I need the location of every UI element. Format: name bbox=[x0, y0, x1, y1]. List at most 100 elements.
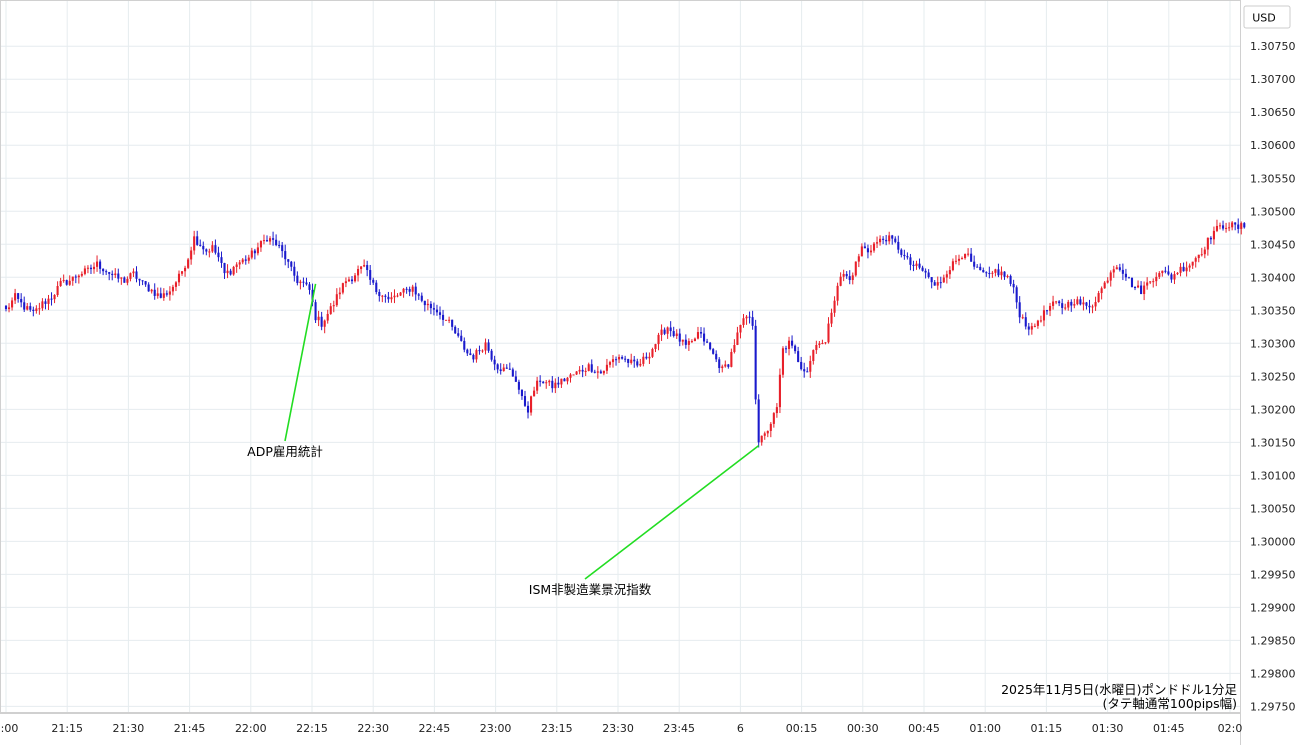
price-axis[interactable]: 1.29750 1.29800 1.29850 1.29900 1.29950 1.300… bbox=[1250, 40, 1296, 713]
candle-down bbox=[590, 364, 593, 372]
candle-down bbox=[454, 326, 457, 334]
x-tick-label: 02:0 bbox=[1218, 722, 1243, 735]
candle-up bbox=[821, 343, 824, 345]
candle-up bbox=[608, 362, 612, 365]
candle-down bbox=[65, 280, 68, 285]
candle-up bbox=[399, 292, 402, 296]
candle-up bbox=[448, 319, 451, 321]
candle-down bbox=[223, 262, 226, 274]
candle-down bbox=[1012, 283, 1015, 288]
candle-up bbox=[1179, 266, 1182, 273]
candle-up bbox=[247, 257, 250, 261]
candle-up bbox=[611, 359, 615, 363]
candle-up bbox=[26, 306, 29, 310]
candle-up bbox=[335, 294, 338, 306]
candle-down bbox=[244, 259, 247, 261]
candle-down bbox=[933, 282, 936, 286]
candle-up bbox=[763, 433, 766, 436]
annotations: ADP雇用統計 ISM非製造業景況指数 bbox=[247, 283, 760, 597]
candle-up bbox=[1215, 225, 1219, 231]
candle-up bbox=[554, 382, 557, 389]
candle-up bbox=[566, 377, 569, 382]
candle-down bbox=[757, 399, 760, 443]
candle-down bbox=[593, 371, 596, 373]
candle-up bbox=[1228, 227, 1231, 229]
candle-up bbox=[1094, 302, 1097, 307]
y-tick-label: 1.30500 bbox=[1250, 205, 1296, 218]
candle-down bbox=[754, 325, 757, 400]
candle-down bbox=[487, 342, 490, 351]
candle-up bbox=[839, 276, 842, 286]
candle-down bbox=[912, 264, 915, 266]
candle-up bbox=[226, 270, 229, 274]
candle-up bbox=[1146, 282, 1149, 286]
candle-down bbox=[414, 286, 417, 295]
candle-up bbox=[357, 269, 360, 276]
y-tick-label: 1.30050 bbox=[1250, 502, 1296, 515]
candle-up bbox=[1143, 285, 1146, 295]
candle-down bbox=[1140, 285, 1143, 295]
candle-down bbox=[429, 303, 432, 309]
x-tick-label: 21:45 bbox=[174, 722, 206, 735]
candle-up bbox=[14, 293, 17, 301]
candle-down bbox=[423, 300, 426, 306]
candle-up bbox=[769, 423, 772, 431]
candle-down bbox=[636, 361, 639, 366]
candle-down bbox=[508, 368, 511, 370]
candle-down bbox=[845, 273, 848, 277]
candle-down bbox=[1018, 302, 1021, 318]
candle-down bbox=[897, 241, 900, 250]
candle-down bbox=[302, 281, 305, 283]
candle-up bbox=[62, 280, 65, 282]
candle-up bbox=[484, 342, 487, 351]
candle-down bbox=[794, 345, 797, 352]
x-tick-label: 01:00 bbox=[969, 722, 1001, 735]
time-axis[interactable]: 1:00 21:15 21:30 21:45 22:00 22:15 22:30 22:45 2… bbox=[0, 722, 1242, 735]
candle-up bbox=[739, 324, 742, 333]
candle-up bbox=[721, 366, 724, 369]
candle-up bbox=[92, 266, 96, 270]
candle-up bbox=[815, 344, 818, 351]
candle-up bbox=[1212, 230, 1215, 240]
y-tick-label: 1.30100 bbox=[1250, 469, 1296, 482]
candle-up bbox=[766, 430, 769, 434]
candle-up bbox=[724, 364, 727, 367]
candle-up bbox=[1067, 301, 1070, 308]
candle-up bbox=[1206, 237, 1209, 250]
candle-up bbox=[836, 285, 839, 301]
candle-up bbox=[411, 286, 414, 292]
candle-up bbox=[869, 250, 873, 253]
candle-down bbox=[417, 294, 420, 296]
candle-down bbox=[44, 301, 47, 304]
candle-down bbox=[621, 357, 624, 359]
candle-down bbox=[105, 271, 108, 273]
candle-up bbox=[1109, 272, 1112, 281]
grid-lines bbox=[0, 0, 1240, 713]
candle-up bbox=[915, 263, 918, 266]
currency-badge[interactable] bbox=[1243, 5, 1291, 29]
candle-up bbox=[536, 380, 539, 391]
candle-down bbox=[645, 356, 648, 359]
candle-down bbox=[979, 266, 982, 271]
candle-up bbox=[363, 265, 366, 267]
candle-up bbox=[960, 258, 964, 260]
candle-down bbox=[930, 277, 933, 283]
candle-up bbox=[1042, 310, 1046, 321]
candle-down bbox=[1015, 287, 1018, 303]
candle-up bbox=[1188, 265, 1191, 268]
candle-down bbox=[669, 327, 672, 332]
y-tick-label: 1.30750 bbox=[1250, 40, 1296, 53]
candle-up bbox=[945, 274, 948, 278]
candle-up bbox=[1006, 275, 1009, 277]
y-tick-label: 1.29750 bbox=[1250, 700, 1296, 713]
candle-up bbox=[736, 332, 739, 345]
candle-down bbox=[196, 236, 199, 245]
candle-up bbox=[329, 306, 332, 314]
chart-note-line-1: 2025年11月5日(水曜日)ポンドドル1分足 bbox=[1001, 682, 1237, 697]
candle-down bbox=[138, 278, 141, 281]
candle-up bbox=[187, 259, 190, 268]
candle-down bbox=[420, 295, 423, 301]
candle-up bbox=[1103, 282, 1106, 289]
y-tick-label: 1.30300 bbox=[1250, 337, 1296, 350]
candle-down bbox=[624, 358, 627, 360]
